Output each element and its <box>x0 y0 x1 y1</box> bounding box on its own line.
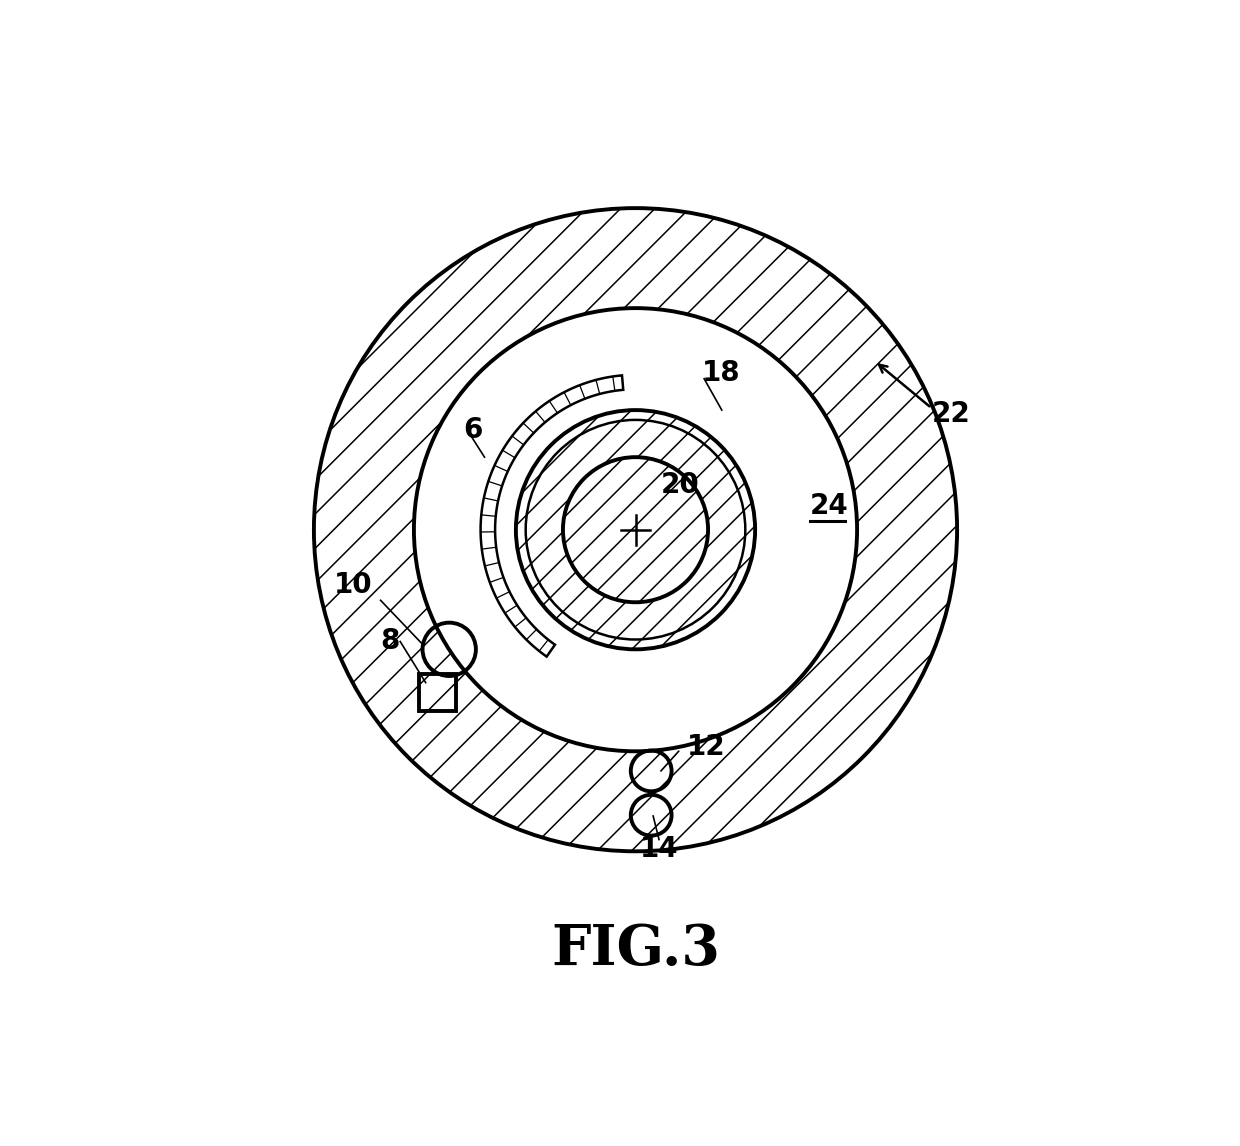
Text: 8: 8 <box>381 628 401 656</box>
Text: 22: 22 <box>931 400 971 427</box>
Text: 20: 20 <box>661 471 699 499</box>
Bar <box>419 674 456 711</box>
Circle shape <box>414 308 857 752</box>
Text: 12: 12 <box>687 733 725 761</box>
Polygon shape <box>481 376 624 657</box>
Text: 18: 18 <box>702 359 740 387</box>
Text: FIG.3: FIG.3 <box>551 921 720 976</box>
Text: 10: 10 <box>334 571 372 598</box>
Text: 6: 6 <box>463 416 482 444</box>
Text: 24: 24 <box>810 492 848 520</box>
Circle shape <box>516 410 755 650</box>
Text: 14: 14 <box>640 835 678 863</box>
